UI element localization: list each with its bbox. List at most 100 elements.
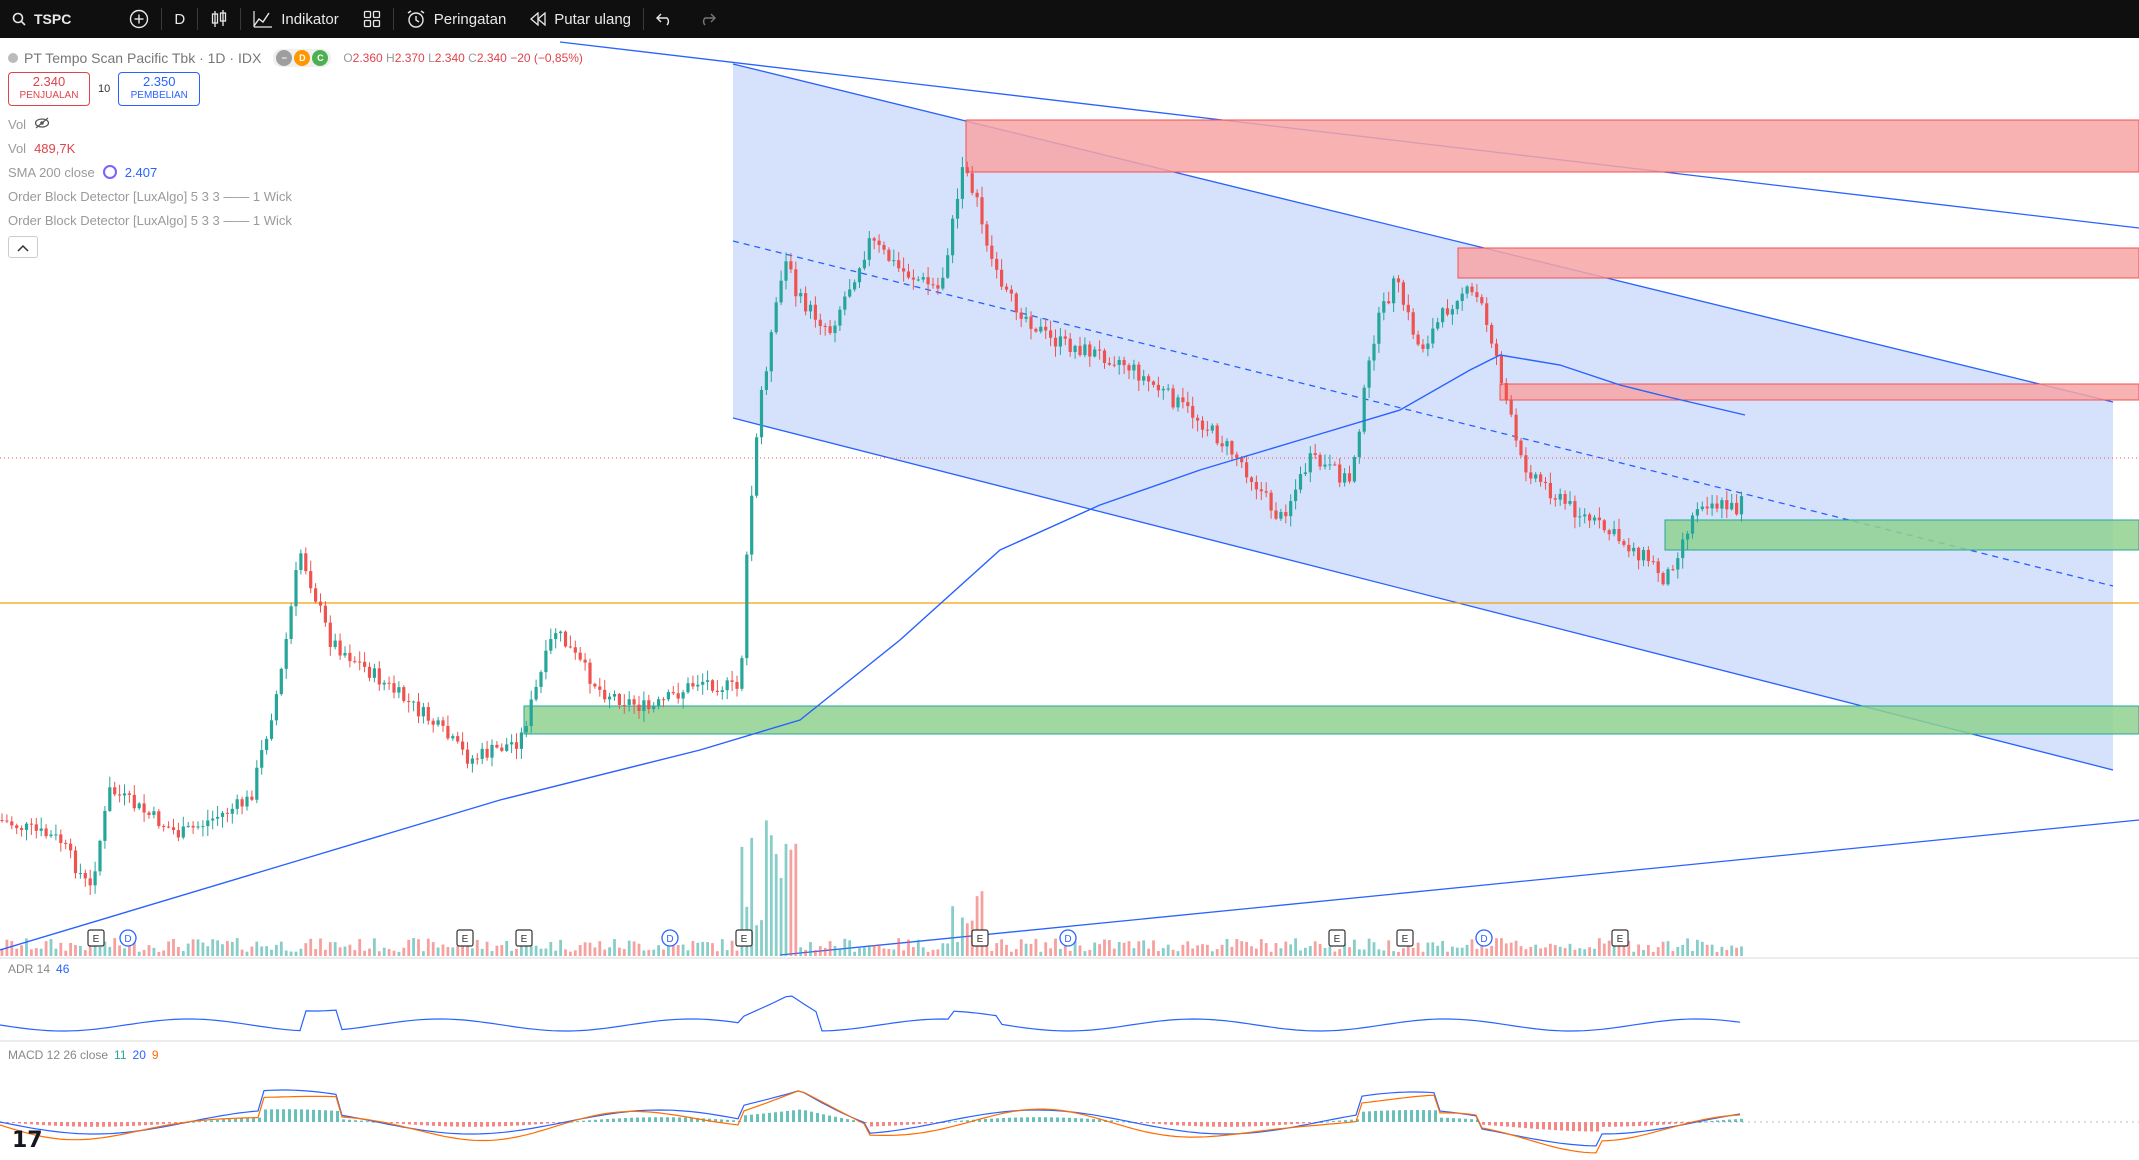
dividend-marker[interactable] [661,929,679,947]
candle-body [1509,399,1513,415]
earnings-marker[interactable] [456,929,474,947]
long-trend-lower-line[interactable] [779,819,2139,956]
settings-circle-icon[interactable] [102,165,117,179]
candle-body [514,742,519,749]
symbol-search[interactable]: TSPC [0,0,83,38]
volume-bar [407,939,411,956]
eye-off-icon[interactable] [34,117,50,132]
macd-line [0,1089,1741,1147]
vol-indicator-row[interactable]: Vol [8,112,583,136]
candle-body [755,437,759,496]
earnings-marker[interactable] [1611,929,1629,947]
earnings-marker[interactable] [971,929,989,947]
macd-hist-bar [1470,1119,1473,1122]
replay-button[interactable]: Putar ulang [518,0,643,38]
sell-button[interactable]: 2.340 PENJUALAN [8,72,90,106]
collapse-legend-button[interactable] [8,236,38,258]
candle-body [769,332,773,372]
candle-body [34,824,38,831]
volume-bar [867,945,871,956]
volume-bar [691,940,695,956]
order-block-1-row[interactable]: Order Block Detector [LuxAlgo] 5 3 3 —— … [8,184,583,208]
dividend-marker[interactable] [1059,929,1077,947]
candle-body [725,680,729,691]
indicators-icon [253,10,273,28]
candle-body [813,304,817,320]
templates-button[interactable] [351,0,393,38]
candle-body [98,840,102,872]
sma-indicator-row[interactable]: SMA 200 close 2.407 [8,160,583,184]
macd-hist-bar [30,1122,33,1125]
macd-hist-bar [540,1122,543,1124]
undo-button[interactable] [644,0,686,38]
volume-bar [1294,938,1297,956]
chart-type-button[interactable] [198,0,240,38]
dividend-marker[interactable] [119,929,137,947]
candle-body [1323,464,1327,467]
volume-bar [912,947,915,956]
redo-button[interactable] [686,0,728,38]
macd-hist-bar [1548,1122,1551,1130]
candle-body [39,828,43,831]
order-block-2-row[interactable]: Order Block Detector [LuxAlgo] 5 3 3 —— … [8,208,583,232]
volume-bar [598,941,602,956]
rewind-icon [530,12,546,26]
macd-hist-bar [582,1120,585,1122]
vol2-indicator-row[interactable]: Vol 489,7K [8,136,583,160]
earnings-marker[interactable] [1328,929,1346,947]
volume-bar [417,939,420,956]
adr-legend[interactable]: ADR 14 46 [8,962,69,976]
candle-body [1049,330,1053,338]
channel-upper-line[interactable] [732,63,2114,403]
volume-bar [657,945,660,956]
volume-bar [1715,951,1719,956]
buy-button[interactable]: 2.350 PEMBELIAN [118,72,201,106]
macd-hist-bar [492,1122,495,1127]
macd-hist-bar [1260,1122,1263,1127]
sma-label: SMA 200 close [8,164,95,180]
volume-bar [1181,944,1185,956]
chart-area[interactable]: E D E E D E E D E E D E [0,40,2139,1160]
macd-hist-bar [996,1118,999,1122]
volume-bar [833,946,837,956]
dividend-marker[interactable] [1475,929,1493,947]
macd-hist-bar [672,1117,675,1122]
indicators-button[interactable]: Indikator [241,0,351,38]
macd-hist-bar [1164,1122,1167,1125]
volume-bar [858,947,861,956]
candle-body [1666,569,1670,585]
volume-bar [1612,943,1616,956]
search-icon [12,12,26,26]
candle-body [1735,502,1739,515]
candlesticks [0,156,1744,895]
earnings-marker[interactable] [735,929,753,947]
volume-bar [814,950,817,956]
interval-button[interactable]: D [162,0,197,38]
price-chart[interactable]: E D E E D E E D E E D E [0,40,2139,1160]
volume-bar [652,949,656,956]
macd-hist-bar [1440,1117,1443,1122]
volume-bar [701,941,705,956]
compare-button[interactable] [117,0,161,38]
macd-hist-bar [168,1122,171,1124]
macd-hist-bar [102,1122,105,1127]
tradingview-logo[interactable]: 𝟭𝟳 [12,1128,43,1153]
candle-body [255,767,259,800]
volume-bar [1539,948,1542,956]
alerts-button[interactable]: Peringatan [394,0,519,38]
earnings-marker[interactable] [515,929,533,947]
volume-bar [1289,944,1293,956]
volume-bar [88,938,92,956]
earnings-marker[interactable] [87,929,105,947]
volume-bar [1509,942,1513,956]
candle-body [1475,292,1479,298]
volume-bar [613,939,616,956]
macd-hist-bar [822,1114,825,1122]
earnings-marker[interactable] [1396,929,1414,947]
volume-bar [583,942,587,956]
volume-bar [1137,941,1141,956]
volume-bar [1720,946,1724,956]
macd-legend[interactable]: MACD 12 26 close 11 20 9 [8,1048,159,1062]
macd-hist-bar [336,1110,339,1122]
candle-body [1176,397,1180,408]
